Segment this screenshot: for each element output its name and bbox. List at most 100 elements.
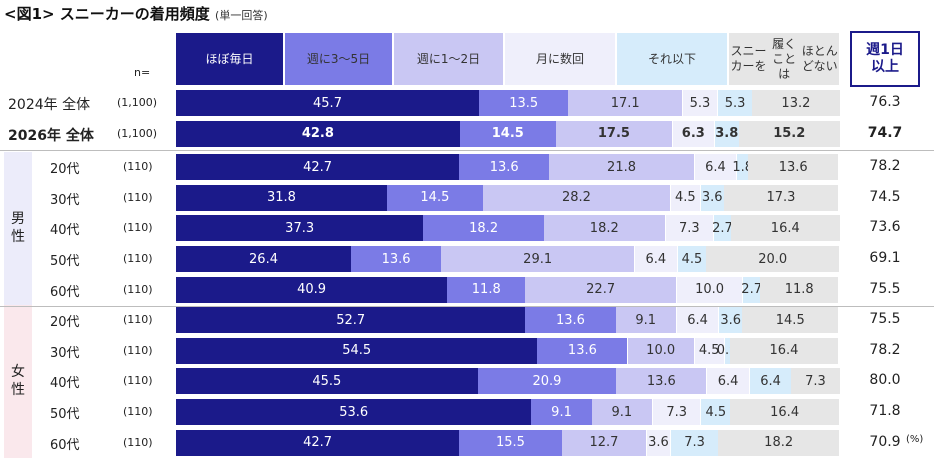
data-label: 3.6 bbox=[648, 435, 669, 451]
chart-subtitle: (単一回答) bbox=[215, 9, 268, 22]
row-total: 75.5 bbox=[869, 280, 901, 297]
bar-segment: 13.5 bbox=[478, 90, 569, 116]
bar-segment: 4.5 bbox=[700, 399, 731, 425]
group-label-0: 男性 bbox=[4, 152, 32, 306]
data-label: 14.5 bbox=[420, 190, 450, 206]
row-n: (110) bbox=[123, 405, 153, 418]
data-label: 2.7 bbox=[712, 220, 733, 236]
chart-title-text: <図1> スニーカーの着用頻度 bbox=[4, 5, 210, 23]
data-label: 4.5 bbox=[698, 343, 720, 359]
unit-label: (%) bbox=[906, 434, 924, 445]
bar-segment: 18.2 bbox=[423, 215, 544, 242]
row-label: 30代 bbox=[50, 345, 80, 361]
data-label: 4.5 bbox=[674, 190, 696, 206]
legend-item-1: 週に3～5日 bbox=[285, 33, 392, 85]
row-n: (1,100) bbox=[117, 126, 158, 140]
data-label: 13.6 bbox=[646, 373, 676, 389]
bar-segment: 17.1 bbox=[568, 90, 682, 116]
data-label: 4.5 bbox=[681, 251, 703, 267]
data-label: 42.7 bbox=[303, 159, 333, 175]
bar-segment: 52.7 bbox=[176, 307, 526, 334]
row-total: 75.5 bbox=[869, 311, 901, 328]
bar-segment: 7.3 bbox=[664, 215, 714, 242]
bar-segment: 13.6 bbox=[351, 246, 442, 272]
row-label: 30代 bbox=[50, 192, 80, 208]
group-label-1: 女性 bbox=[4, 305, 32, 458]
group-label-char: 女 bbox=[11, 364, 25, 381]
data-label: 29.1 bbox=[523, 251, 553, 267]
bar-segment: 42.7 bbox=[176, 154, 460, 181]
data-label: 10.0 bbox=[646, 343, 676, 359]
legend-item-3: 月に数回 bbox=[505, 33, 615, 85]
data-label: 26.4 bbox=[249, 251, 278, 267]
row-total: 74.7 bbox=[867, 124, 903, 141]
row-n: (110) bbox=[123, 435, 153, 449]
data-label: 15.5 bbox=[495, 435, 525, 451]
bar-segment: 3.6 bbox=[699, 184, 724, 211]
bar-segment: 15.5 bbox=[459, 429, 562, 456]
bar-segment: 16.4 bbox=[730, 399, 839, 425]
row-label: 2024年 全体 bbox=[8, 97, 91, 113]
bar-segment: 5.3 bbox=[717, 90, 753, 116]
data-label: 22.7 bbox=[586, 282, 616, 298]
row-n: (110) bbox=[123, 313, 153, 327]
data-label: 5.3 bbox=[689, 95, 711, 111]
legend-item-2: 週に1～2日 bbox=[394, 33, 503, 85]
data-label: 9.1 bbox=[551, 404, 572, 420]
bar-segment: 13.6 bbox=[537, 337, 628, 364]
row-n: (110) bbox=[123, 343, 153, 357]
row-label: 60代 bbox=[50, 284, 80, 300]
bar-segment: 7.3 bbox=[652, 399, 701, 425]
n-label: n= bbox=[134, 66, 151, 79]
row-label: 40代 bbox=[50, 376, 80, 392]
bar-segment: 10.0 bbox=[627, 337, 694, 364]
bar-segment: 2.7 bbox=[741, 276, 762, 303]
row-n: (110) bbox=[123, 252, 153, 265]
bar-segment: 9.1 bbox=[615, 307, 676, 334]
bar-segment: 29.1 bbox=[441, 246, 635, 272]
row-label: 20代 bbox=[50, 162, 80, 178]
data-label: 21.8 bbox=[607, 159, 636, 175]
bar-segment: 13.2 bbox=[752, 90, 840, 116]
row-n: (110) bbox=[123, 221, 153, 235]
row-total: 78.2 bbox=[869, 341, 901, 358]
data-label: 9.1 bbox=[635, 312, 657, 328]
data-label: 18.2 bbox=[469, 220, 499, 236]
data-label: 13.6 bbox=[489, 159, 519, 175]
bar-segment: 10.0 bbox=[675, 276, 743, 303]
data-label: 1.8 bbox=[732, 159, 754, 175]
row-n: (110) bbox=[123, 160, 153, 174]
bar-segment: 20.9 bbox=[477, 368, 617, 395]
bar-segment: 42.7 bbox=[176, 429, 460, 456]
bar-segment: 6.3 bbox=[671, 120, 714, 147]
data-label: 20.0 bbox=[758, 251, 788, 267]
data-label: 11.8 bbox=[784, 282, 814, 298]
data-label: 16.4 bbox=[770, 220, 800, 236]
data-label: 17.1 bbox=[610, 95, 640, 111]
data-label: 54.5 bbox=[342, 343, 372, 359]
row-total: 80.0 bbox=[869, 372, 901, 389]
row-total: 69.1 bbox=[869, 250, 901, 266]
bar-segment: 14.5 bbox=[742, 307, 839, 334]
bar-segment: 2.7 bbox=[712, 215, 733, 242]
bar-segment: 9.1 bbox=[531, 399, 592, 425]
data-label: 7.3 bbox=[666, 404, 688, 420]
data-label: 14.5 bbox=[491, 126, 524, 142]
data-label: 45.5 bbox=[312, 373, 342, 389]
bar-segment: 16.4 bbox=[730, 215, 840, 242]
bar-segment: 20.0 bbox=[706, 246, 839, 272]
row-n: (110) bbox=[123, 190, 153, 204]
data-label: 3.6 bbox=[720, 312, 742, 328]
bar-segment: 7.3 bbox=[791, 368, 840, 395]
data-label: 2.7 bbox=[741, 282, 762, 298]
bar-segment: 3.6 bbox=[718, 307, 743, 334]
row-label: 20代 bbox=[50, 315, 80, 331]
data-label: 6.4 bbox=[705, 159, 726, 175]
bar-segment: 9.1 bbox=[591, 399, 653, 425]
legend-item-0: ほぼ毎日 bbox=[176, 33, 283, 85]
bar-segment: 54.5 bbox=[176, 337, 538, 364]
group-label-char: 男 bbox=[11, 211, 25, 228]
bar-segment: 11.8 bbox=[447, 276, 526, 303]
group-label-char: 性 bbox=[11, 228, 25, 245]
legend-item-4: それ以下 bbox=[617, 33, 727, 85]
